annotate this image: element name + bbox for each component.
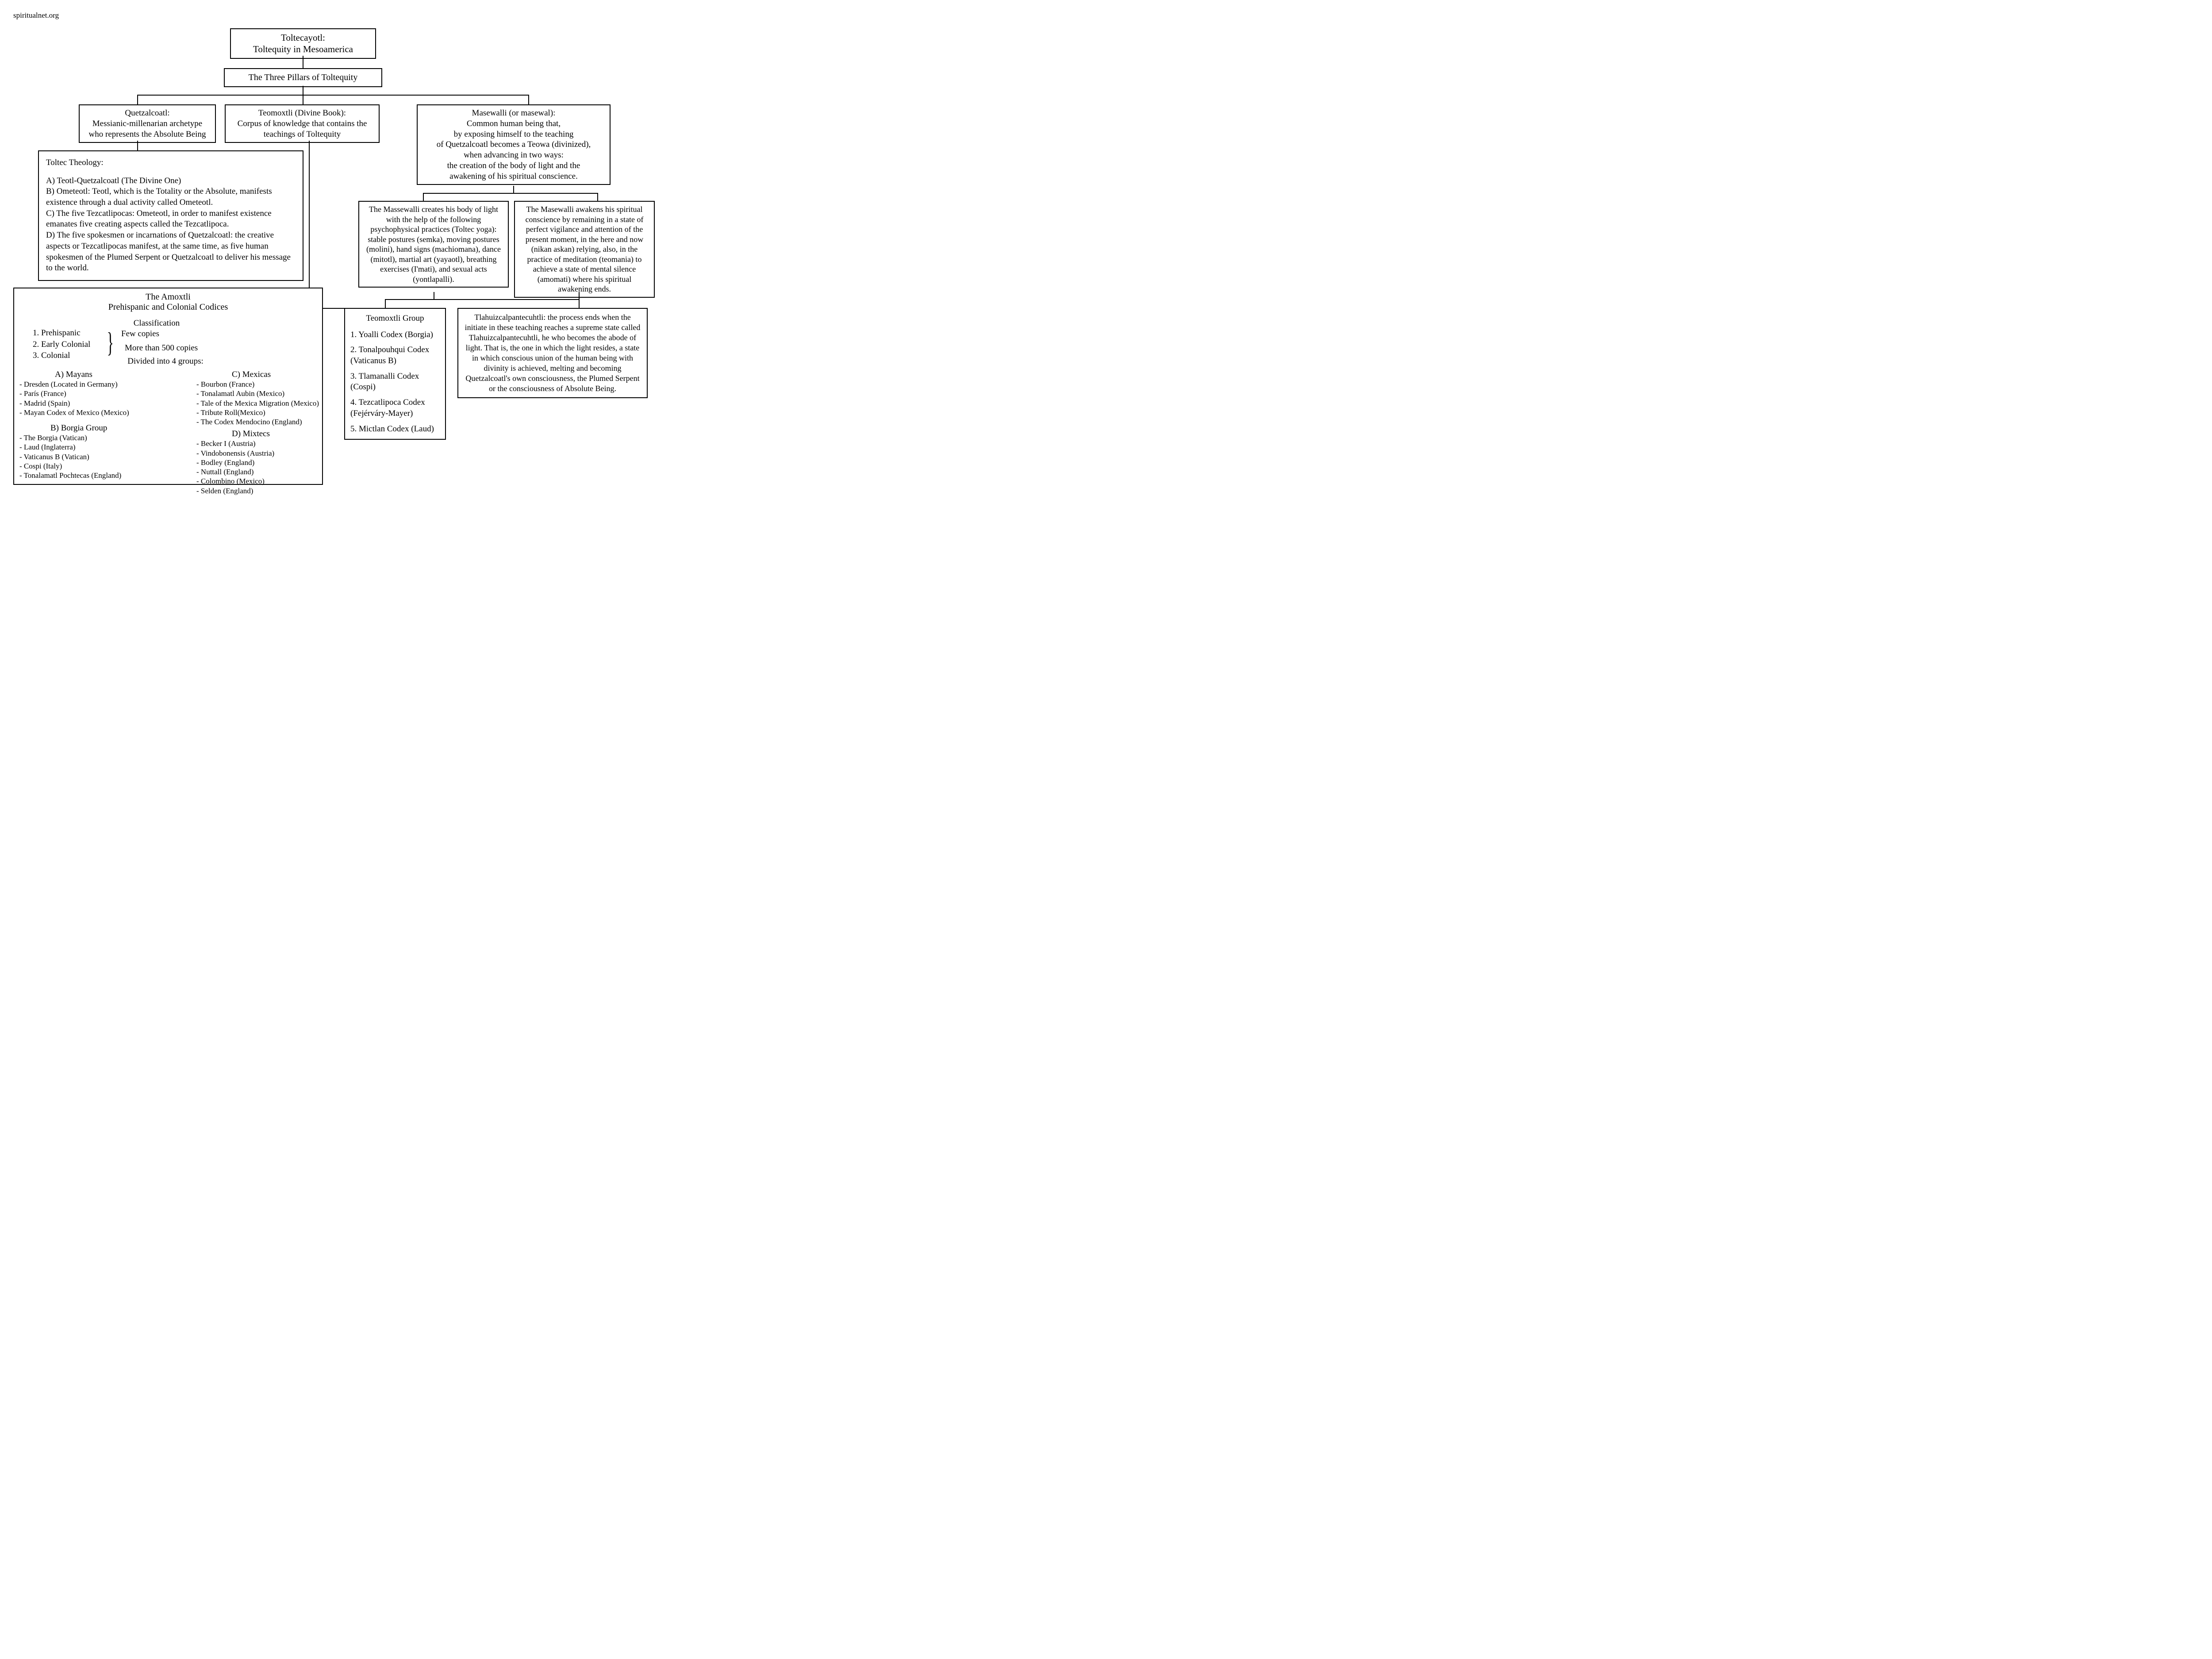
site-label: spiritualnet.org [13, 11, 59, 20]
q-line2: Messianic-millenarian archetype [84, 119, 211, 129]
class-title: Classification [112, 319, 201, 328]
tg-3: 3. Tlamanalli Codex (Cospi) [350, 371, 440, 393]
connector [137, 95, 529, 96]
amox-title1: The Amoxtli [19, 292, 317, 302]
gA-1: - Dresden (Located in Germany) [19, 380, 170, 389]
root-line1: Toltecayotl: [235, 32, 371, 43]
teomoxtli-box: Teomoxtli (Divine Book): Corpus of knowl… [225, 104, 380, 143]
groupA-title: A) Mayans [19, 370, 170, 380]
tg-2: 2. Tonalpouhqui Codex (Vaticanus B) [350, 345, 440, 366]
connector [597, 193, 598, 201]
theology-a: A) Teotl-Quetzalcoatl (The Divine One) [46, 176, 296, 187]
gC-3: - Tale of the Mexica Migration (Mexico) [196, 399, 329, 408]
connector [528, 95, 529, 104]
gB-4: - Cospi (Italy) [19, 461, 170, 471]
brace-icon: } [107, 328, 114, 357]
connector [385, 299, 386, 308]
conscience: The Masewalli awakens his spiritual cons… [526, 205, 644, 293]
theology-d: D) The five spokesmen or incarnations of… [46, 230, 296, 274]
connector [309, 141, 310, 309]
groupD-title: D) Mixtecs [196, 429, 329, 439]
gD-2: - Vindobonensis (Austria) [196, 449, 329, 458]
gB-3: - Vaticanus B (Vatican) [19, 452, 170, 461]
amoxtli-box: The Amoxtli Prehispanic and Colonial Cod… [13, 288, 323, 485]
connector [423, 193, 598, 194]
t-line3: teachings of Toltequity [230, 129, 374, 140]
tg-4: 4. Tezcatlipoca Codex (Fejérváry-Mayer) [350, 397, 440, 419]
gD-1: - Becker I (Austria) [196, 439, 329, 448]
gD-5: - Colombino (Mexico) [196, 476, 329, 486]
groupB-title: B) Borgia Group [19, 423, 170, 433]
gD-3: - Bodley (England) [196, 458, 329, 467]
m-line5: when advancing in two ways: [422, 150, 605, 161]
connector [137, 95, 138, 104]
masewalli-box: Masewalli (or masewal): Common human bei… [417, 104, 611, 185]
m-line1: Masewalli (or masewal): [422, 108, 605, 119]
m-line6: the creation of the body of light and th… [422, 161, 605, 171]
gD-4: - Nuttall (England) [196, 467, 329, 476]
theology-box: Toltec Theology: A) Teotl-Quetzalcoatl (… [38, 150, 303, 281]
many-copies: More than 500 copies [125, 343, 198, 353]
gA-2: - París (France) [19, 389, 170, 398]
tlahuiz: Tlahuizcalpantecuhtli: the process ends … [465, 313, 641, 393]
m-line3: by exposing himself to the teaching [422, 129, 605, 140]
gB-5: - Tonalamatl Pochtecas (England) [19, 471, 170, 480]
root-box: Toltecayotl: Toltequity in Mesoamerica [230, 28, 376, 59]
conscience-box: The Masewalli awakens his spiritual cons… [514, 201, 655, 298]
connector [423, 193, 424, 201]
amox-title2: Prehispanic and Colonial Codices [19, 302, 317, 312]
m-line7: awakening of his spiritual conscience. [422, 171, 605, 182]
gD-6: - Selden (England) [196, 486, 329, 495]
gC-4: - Tribute Roll(Mexico) [196, 408, 329, 417]
t-line2: Corpus of knowledge that contains the [230, 119, 374, 129]
teomoxtli-group-box: Teomoxtli Group 1. Yoalli Codex (Borgia)… [344, 308, 446, 440]
theology-c: C) The five Tezcatlipocas: Ometeotl, in … [46, 208, 296, 230]
m-line4: of Quetzalcoatl becomes a Teowa (diviniz… [422, 139, 605, 150]
pillars-title-box: The Three Pillars of Toltequity [224, 68, 382, 87]
quetzalcoatl-box: Quetzalcoatl: Messianic-millenarian arch… [79, 104, 216, 143]
connector [385, 299, 580, 300]
divided: Divided into 4 groups: [108, 357, 223, 366]
gC-2: - Tonalamatl Aubin (Mexico) [196, 389, 329, 398]
body-of-light-box: The Massewalli creates his body of light… [358, 201, 509, 288]
tg-5: 5. Mictlan Codex (Laud) [350, 424, 440, 435]
gA-3: - Madrid (Spain) [19, 399, 170, 408]
theology-title: Toltec Theology: [46, 157, 296, 169]
few-copies: Few copies [121, 329, 159, 339]
tg-title: Teomoxtli Group [350, 313, 440, 324]
gA-4: - Mayan Codex of Mexico (Mexico) [19, 408, 170, 417]
q-line3: who represents the Absolute Being [84, 129, 211, 140]
t-line1: Teomoxtli (Divine Book): [230, 108, 374, 119]
tg-1: 1. Yoalli Codex (Borgia) [350, 330, 440, 341]
class-1: 1. Prehispanic [33, 327, 90, 339]
q-line1: Quetzalcoatl: [84, 108, 211, 119]
gB-1: - The Borgia (Vatican) [19, 433, 170, 442]
body-of-light: The Massewalli creates his body of light… [366, 205, 501, 284]
root-line2: Toltequity in Mesoamerica [235, 43, 371, 55]
class-3: 3. Colonial [33, 350, 90, 361]
class-2: 2. Early Colonial [33, 339, 90, 350]
connector [579, 292, 580, 308]
m-line2: Common human being that, [422, 119, 605, 129]
gC-5: - The Codex Mendocino (England) [196, 417, 329, 426]
connector [137, 141, 138, 150]
theology-b: B) Ometeotl: Teotl, which is the Totalit… [46, 186, 296, 208]
groupC-title: C) Mexicas [196, 370, 329, 380]
gC-1: - Bourbon (France) [196, 380, 329, 389]
pillars-title: The Three Pillars of Toltequity [249, 73, 358, 82]
tlahuiz-box: Tlahuizcalpantecuhtli: the process ends … [457, 308, 648, 398]
gB-2: - Laud (Inglaterra) [19, 442, 170, 452]
